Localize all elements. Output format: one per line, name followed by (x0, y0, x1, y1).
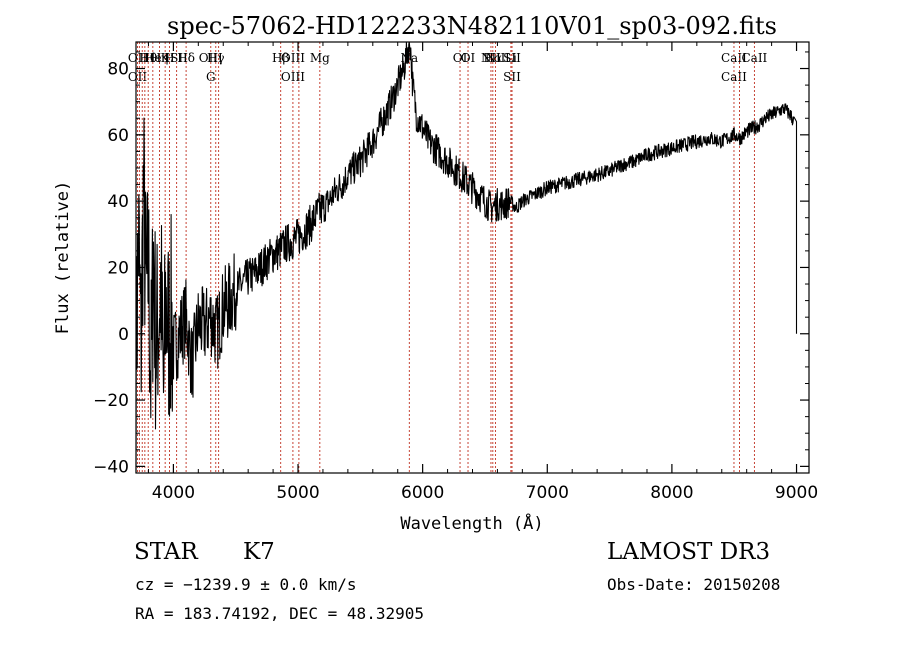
x-tick-label: 7000 (526, 483, 569, 503)
line-marker-label-25-1: SII (503, 70, 521, 84)
line-marker-label-22-0: Hα (484, 51, 503, 65)
x-tick-label: 5000 (276, 483, 319, 503)
y-tick-label: −20 (93, 391, 129, 411)
line-marker-label-21-0: NII (481, 51, 501, 65)
coordinates: RA = 183.74192, DEC = 48.32905 (135, 604, 424, 623)
line-marker-label-0-1: OII (128, 70, 148, 84)
y-tick-label: 80 (107, 60, 129, 80)
line-marker-label-28-0: CaII (741, 51, 767, 65)
line-marker-label-15-0: OIII (281, 51, 305, 65)
y-axis-label: Flux (relative) (53, 181, 73, 335)
x-tick-label: 6000 (401, 483, 444, 503)
line-marker-label-20-0: OI (461, 51, 476, 65)
y-tick-label: −40 (93, 457, 129, 477)
spectrum-series (135, 41, 798, 474)
chart-title: spec-57062-HD122233N482110V01_sp03-092.f… (167, 12, 777, 40)
line-marker-label-15-1: OIII (281, 70, 305, 84)
line-marker-label-11-1: G (206, 70, 216, 84)
line-marker-label-19-0: OI (453, 51, 468, 65)
line-marker-label-14-0: Hβ (272, 51, 289, 65)
y-tick-label: 40 (107, 192, 129, 212)
y-tick-label: 20 (107, 258, 129, 278)
line-marker-label-10-0: Hδ (177, 51, 195, 65)
line-marker-label-8-0: H (164, 51, 174, 65)
line-marker-label-25-0: SII (503, 51, 521, 65)
survey-name: LAMOST DR3 (607, 539, 771, 565)
obs-date: Obs-Date: 20150208 (607, 575, 781, 594)
line-marker-label-26-1: CaII (721, 70, 747, 84)
x-axis-label: Wavelength (Å) (400, 512, 543, 534)
line-marker-label-6-0: Hη (151, 51, 169, 65)
line-marker-label-7-0: K (161, 51, 171, 65)
y-tick-label: 60 (107, 126, 129, 146)
line-marker-label-5-0: He (144, 51, 162, 65)
x-tick-label: 8000 (650, 483, 693, 503)
line-marker-label-9-0: ISII (165, 51, 188, 65)
velocity-readout: cz = −1239.9 ± 0.0 km/s (135, 575, 357, 594)
line-marker-label-24-0: Li (505, 51, 517, 65)
line-marker-label-23-0: NII (485, 51, 505, 65)
spectral-subclass: K7 (243, 539, 275, 565)
x-tick-label: 4000 (152, 483, 195, 503)
line-marker-label-26-0: CaII (721, 51, 747, 65)
y-tick-label: 0 (118, 325, 129, 345)
line-marker-label-12-0: Hγ (207, 51, 225, 65)
line-marker-label-17-0: Mg (310, 51, 330, 65)
x-tick-label: 9000 (775, 483, 818, 503)
object-class: STAR (134, 539, 198, 565)
line-marker-label-11-0: OIII (199, 51, 223, 65)
plot-frame (135, 41, 810, 474)
